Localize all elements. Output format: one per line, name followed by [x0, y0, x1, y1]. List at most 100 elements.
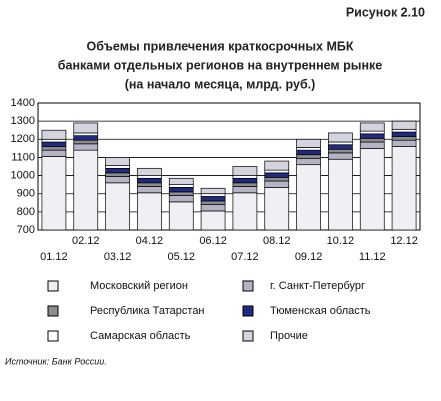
y-tick-label: 1100 — [11, 151, 35, 163]
legend-label: Республика Татарстан — [90, 305, 205, 317]
x-tick-label: 05.12 — [167, 251, 195, 263]
bar-segment — [264, 160, 290, 171]
y-tick-label: 1400 — [11, 97, 35, 109]
bar-segment — [41, 129, 67, 140]
legend-label: Тюменская область — [270, 305, 371, 317]
bar-segment — [264, 172, 290, 178]
source: Источник: Банк России. — [5, 356, 107, 366]
bar-segment — [41, 146, 67, 151]
bar-segment — [264, 180, 290, 188]
bar-segment — [73, 132, 99, 137]
y-tick-label: 900 — [17, 188, 35, 200]
bar-segment — [105, 176, 130, 184]
bar-segment — [359, 122, 385, 132]
bar-segment — [105, 172, 130, 177]
bar-segment — [73, 143, 99, 151]
legend-swatch — [47, 280, 59, 292]
bar-segment — [168, 191, 194, 196]
bar-segment — [359, 130, 385, 135]
bar-segment — [328, 148, 353, 154]
legend-label: Самарская область — [90, 330, 191, 342]
bar-segment — [41, 149, 67, 157]
bar-segment — [168, 195, 194, 203]
bar-segment — [41, 138, 67, 143]
bar-segment — [328, 141, 353, 146]
bar-segment — [359, 141, 385, 149]
bar-segment — [200, 196, 226, 202]
bar-segment — [359, 148, 385, 231]
bar-segment — [73, 149, 99, 231]
chart-title: (на начало месяца, млрд. руб.) — [125, 77, 316, 91]
bar-segment — [168, 184, 194, 188]
bar-segment — [296, 149, 321, 156]
bar-segment — [232, 186, 258, 194]
bar-segment — [391, 146, 417, 231]
plot-frame — [37, 102, 421, 231]
x-tick-label: 02.12 — [72, 235, 100, 247]
bar-segment — [41, 141, 67, 147]
y-tick-label: 1000 — [11, 169, 35, 181]
bar-segment — [137, 167, 162, 176]
x-tick-label: 06.12 — [199, 235, 227, 247]
chart-title: Объемы привлечения краткосрочных МБК — [87, 39, 354, 53]
x-tick-label: 03.12 — [104, 251, 132, 263]
bar-segment — [200, 193, 226, 197]
x-tick-label: 01.12 — [40, 251, 68, 263]
bar-segment — [328, 132, 353, 143]
bar-segment — [200, 187, 226, 195]
bar-segment — [391, 139, 417, 147]
bar-segment — [105, 157, 130, 166]
bar-segment — [73, 135, 99, 141]
bar-segment — [328, 144, 353, 150]
x-tick-label: 08.12 — [263, 235, 291, 247]
bar-segment — [359, 138, 385, 143]
x-tick-label: 07.12 — [231, 251, 259, 263]
y-tick-label: 1200 — [11, 133, 35, 145]
bar-segment — [232, 166, 258, 176]
legend-label: г. Санкт-Петербург — [270, 280, 365, 292]
bar-segment — [137, 192, 162, 231]
legend-label: Московский регион — [90, 280, 188, 292]
bar-segment — [105, 165, 130, 169]
bar-segment — [296, 164, 321, 231]
legend-label: Прочие — [270, 330, 308, 342]
bar-segment — [168, 201, 194, 231]
legend-swatch — [47, 305, 59, 317]
bar-segment — [41, 156, 67, 231]
x-tick-label: 12.12 — [390, 235, 418, 247]
bar-segment — [264, 169, 290, 174]
bar-segment — [391, 120, 417, 130]
bar-segment — [391, 128, 417, 133]
bar-segment — [264, 187, 290, 231]
bar-segment — [232, 182, 258, 187]
y-tick-label: 700 — [17, 224, 35, 236]
x-tick-label: 04.12 — [136, 235, 164, 247]
chart-title: банками отдельных регионов на внутреннем… — [58, 58, 382, 72]
bar-segment — [232, 192, 258, 231]
bar-segment — [137, 175, 162, 179]
bar-segment — [391, 136, 417, 141]
bar-segment — [73, 139, 99, 145]
y-tick-label: 1300 — [11, 115, 35, 127]
legend-swatch — [242, 305, 254, 317]
x-tick-label: 11.12 — [359, 251, 386, 263]
bar-segment — [137, 177, 162, 184]
bar-segment — [73, 122, 99, 134]
bar-segment — [105, 167, 130, 174]
legend-swatch — [47, 330, 59, 342]
bar-segment — [264, 177, 290, 182]
bar-segment — [328, 152, 353, 160]
x-tick-label: 09.12 — [295, 251, 323, 263]
figure-label: Рисунок 2.10 — [346, 5, 425, 19]
legend-swatch — [242, 280, 254, 292]
bar-segment — [200, 210, 226, 231]
bar-segment — [137, 182, 162, 187]
bar-segment — [232, 175, 258, 179]
bar-segment — [296, 147, 321, 151]
legend-swatch — [242, 330, 254, 342]
bar-segment — [200, 200, 226, 205]
y-tick-label: 800 — [17, 206, 35, 218]
bar-segment — [200, 204, 226, 212]
bar-segment — [296, 154, 321, 159]
